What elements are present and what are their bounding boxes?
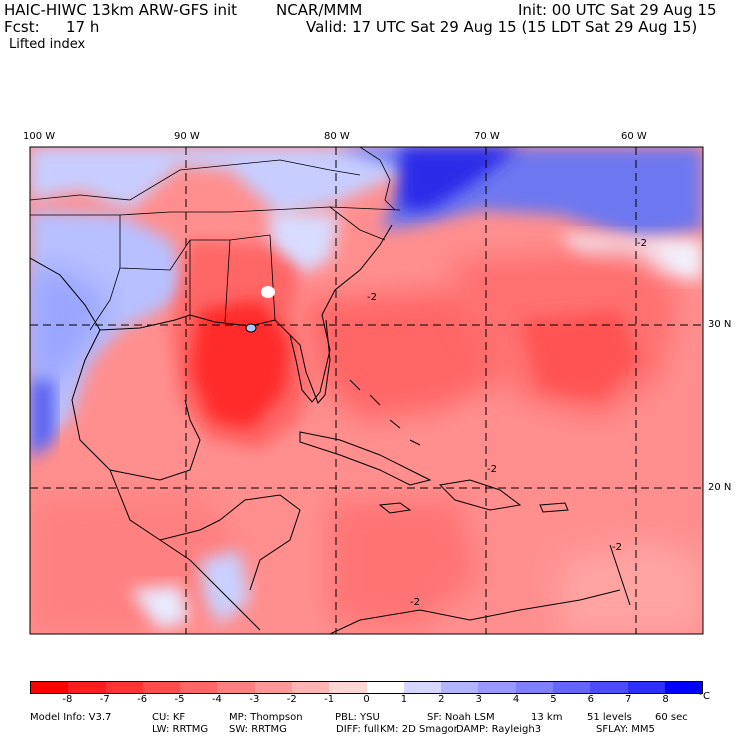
model-info-item: SF: Noah LSM (427, 712, 495, 723)
model-info-item: 13 km (531, 712, 563, 723)
colorbar-swatch (478, 682, 516, 693)
lon-label-70w: 70 W (474, 131, 500, 142)
contour-label: -2 (612, 542, 622, 553)
model-info-item: SW: RRTMG (229, 724, 287, 735)
colorbar-tick-label: -2 (286, 694, 297, 705)
contour-label: -2 (487, 464, 497, 475)
colorbar-tick-label: -3 (249, 694, 260, 705)
colorbar-swatch (441, 682, 479, 693)
colorbar-tick-label: 3 (475, 694, 482, 705)
contour-label: -2 (637, 238, 647, 249)
lat-label-30n: 30 N (708, 319, 732, 330)
valid-time: Valid: 17 UTC Sat 29 Aug 15 (15 LDT Sat … (306, 18, 698, 36)
colorbar-swatch (403, 682, 442, 693)
colorbar-tick-label: -4 (211, 694, 222, 705)
model-info-item: LW: RRTMG (152, 724, 209, 735)
colorbar-swatch (254, 682, 292, 693)
colorbar-swatch (217, 682, 255, 693)
model-info-item: PBL: YSU (335, 712, 380, 723)
lon-label-80w: 80 W (324, 131, 350, 142)
colorbar-unit: °C (698, 691, 710, 702)
colorbar-swatch (31, 682, 69, 693)
model-info-item: 60 sec (655, 712, 688, 723)
model-info-item: CU: KF (152, 712, 186, 723)
model-info-item: MP: Thompson (229, 712, 303, 723)
colorbar-swatch (291, 682, 330, 693)
colorbar-tick-label: -5 (174, 694, 185, 705)
graticule (30, 147, 703, 634)
model-title: HAIC-HIWC 13km ARW-GFS init (4, 1, 238, 19)
coastlines (30, 147, 631, 634)
lake-pontchartrain (245, 323, 257, 333)
colorbar-swatch (515, 682, 553, 693)
model-info-item: 51 levels (587, 712, 632, 723)
colorbar (30, 681, 703, 694)
model-info-item: DIFF: full (336, 724, 380, 735)
map-frame (29, 146, 704, 635)
colorbar-tick-label: -6 (137, 694, 148, 705)
colorbar-tick-label: -1 (324, 694, 335, 705)
lifted-index-field (30, 147, 703, 634)
fcst-label: Fcst: (4, 18, 40, 36)
colorbar-swatch (180, 682, 218, 693)
colorbar-tick-label: -8 (62, 694, 73, 705)
fcst-hours: 17 h (66, 18, 100, 36)
colorbar-tick-label: 5 (550, 694, 557, 705)
field-name: Lifted index (9, 37, 86, 52)
local-minimum-area (261, 286, 275, 298)
lat-label-20n: 20 N (708, 482, 732, 493)
contour-label: -2 (410, 597, 420, 608)
colorbar-tick-label: 0 (363, 694, 370, 705)
init-time: Init: 00 UTC Sat 29 Aug 15 (518, 1, 717, 19)
colorbar-tick-label: 8 (662, 694, 669, 705)
colorbar-swatch (366, 682, 404, 693)
lon-label-100w: 100 W (23, 131, 56, 142)
colorbar-swatch (68, 682, 106, 693)
model-info-item: Model Info: V3.7 (30, 712, 112, 723)
colorbar-swatch (627, 682, 665, 693)
colorbar-swatch (142, 682, 181, 693)
colorbar-tick-label: 2 (438, 694, 445, 705)
colorbar-swatch (329, 682, 367, 693)
colorbar-swatch (590, 682, 628, 693)
org-label: NCAR/MMM (276, 1, 363, 19)
lon-label-60w: 60 W (621, 131, 647, 142)
colorbar-swatch (105, 682, 143, 693)
colorbar-tick-label: 6 (587, 694, 595, 705)
colorbar-swatch (664, 682, 703, 693)
contour-label: -2 (367, 292, 377, 303)
contour-labels: -2 -2 -2 -2 -2 (367, 238, 647, 608)
colorbar-swatch (552, 682, 591, 693)
colorbar-tick-label: 4 (512, 694, 520, 705)
colorbar-tick-label: 7 (625, 694, 632, 705)
model-info-item: KM: 2D Smagor (380, 724, 458, 735)
colorbar-tick-label: 1 (400, 694, 408, 705)
lon-label-90w: 90 W (174, 131, 200, 142)
model-info-item: SFLAY: MM5 (596, 724, 655, 735)
colorbar-tick-label: -7 (99, 694, 110, 705)
model-info-item: DAMP: Rayleigh3 (456, 724, 542, 735)
